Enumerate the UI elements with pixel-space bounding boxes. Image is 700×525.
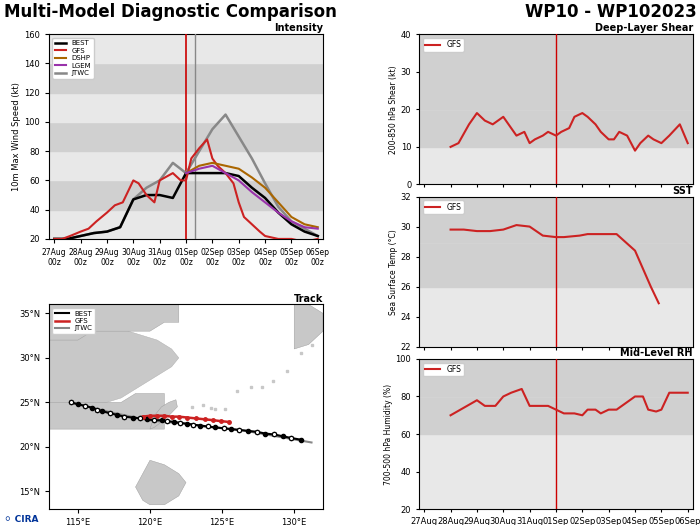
Text: SST: SST	[673, 186, 693, 196]
Polygon shape	[294, 304, 323, 349]
Bar	[419, 287, 693, 347]
Bar	[419, 147, 693, 184]
Bar	[49, 122, 323, 151]
Legend: GFS: GFS	[423, 38, 463, 51]
Bar	[49, 209, 323, 239]
Text: ⚪ CIRA: ⚪ CIRA	[4, 515, 38, 524]
Polygon shape	[49, 304, 178, 429]
Legend: GFS: GFS	[423, 201, 463, 214]
Y-axis label: 200-850 hPa Shear (kt): 200-850 hPa Shear (kt)	[389, 65, 398, 154]
Bar	[419, 359, 693, 396]
Text: Deep-Layer Shear: Deep-Layer Shear	[595, 23, 693, 34]
Y-axis label: 700-500 hPa Humidity (%): 700-500 hPa Humidity (%)	[384, 383, 393, 485]
Bar	[419, 196, 693, 242]
Legend: GFS: GFS	[423, 363, 463, 376]
Text: WP10 - WP102023: WP10 - WP102023	[525, 3, 696, 20]
Polygon shape	[136, 460, 186, 505]
Text: Mid-Level RH: Mid-Level RH	[620, 348, 693, 358]
Polygon shape	[150, 400, 177, 429]
Bar	[419, 34, 693, 109]
Legend: BEST, GFS, JTWC: BEST, GFS, JTWC	[52, 308, 95, 334]
Text: Intensity: Intensity	[274, 23, 323, 34]
Bar	[419, 242, 693, 287]
Legend: BEST, GFS, DSHP, LGEM, JTWC: BEST, GFS, DSHP, LGEM, JTWC	[52, 38, 94, 79]
Bar	[419, 434, 693, 509]
Bar	[49, 92, 323, 122]
Bar	[49, 64, 323, 92]
Text: Multi-Model Diagnostic Comparison: Multi-Model Diagnostic Comparison	[4, 3, 337, 20]
Polygon shape	[49, 304, 178, 340]
Y-axis label: 10m Max Wind Speed (kt): 10m Max Wind Speed (kt)	[13, 82, 21, 191]
Bar	[49, 151, 323, 181]
Text: Track: Track	[294, 293, 323, 303]
Bar	[49, 34, 323, 64]
Y-axis label: Sea Surface Temp (°C): Sea Surface Temp (°C)	[389, 229, 398, 314]
Polygon shape	[49, 394, 164, 429]
Bar	[419, 109, 693, 147]
Bar	[49, 181, 323, 209]
Bar	[419, 396, 693, 434]
